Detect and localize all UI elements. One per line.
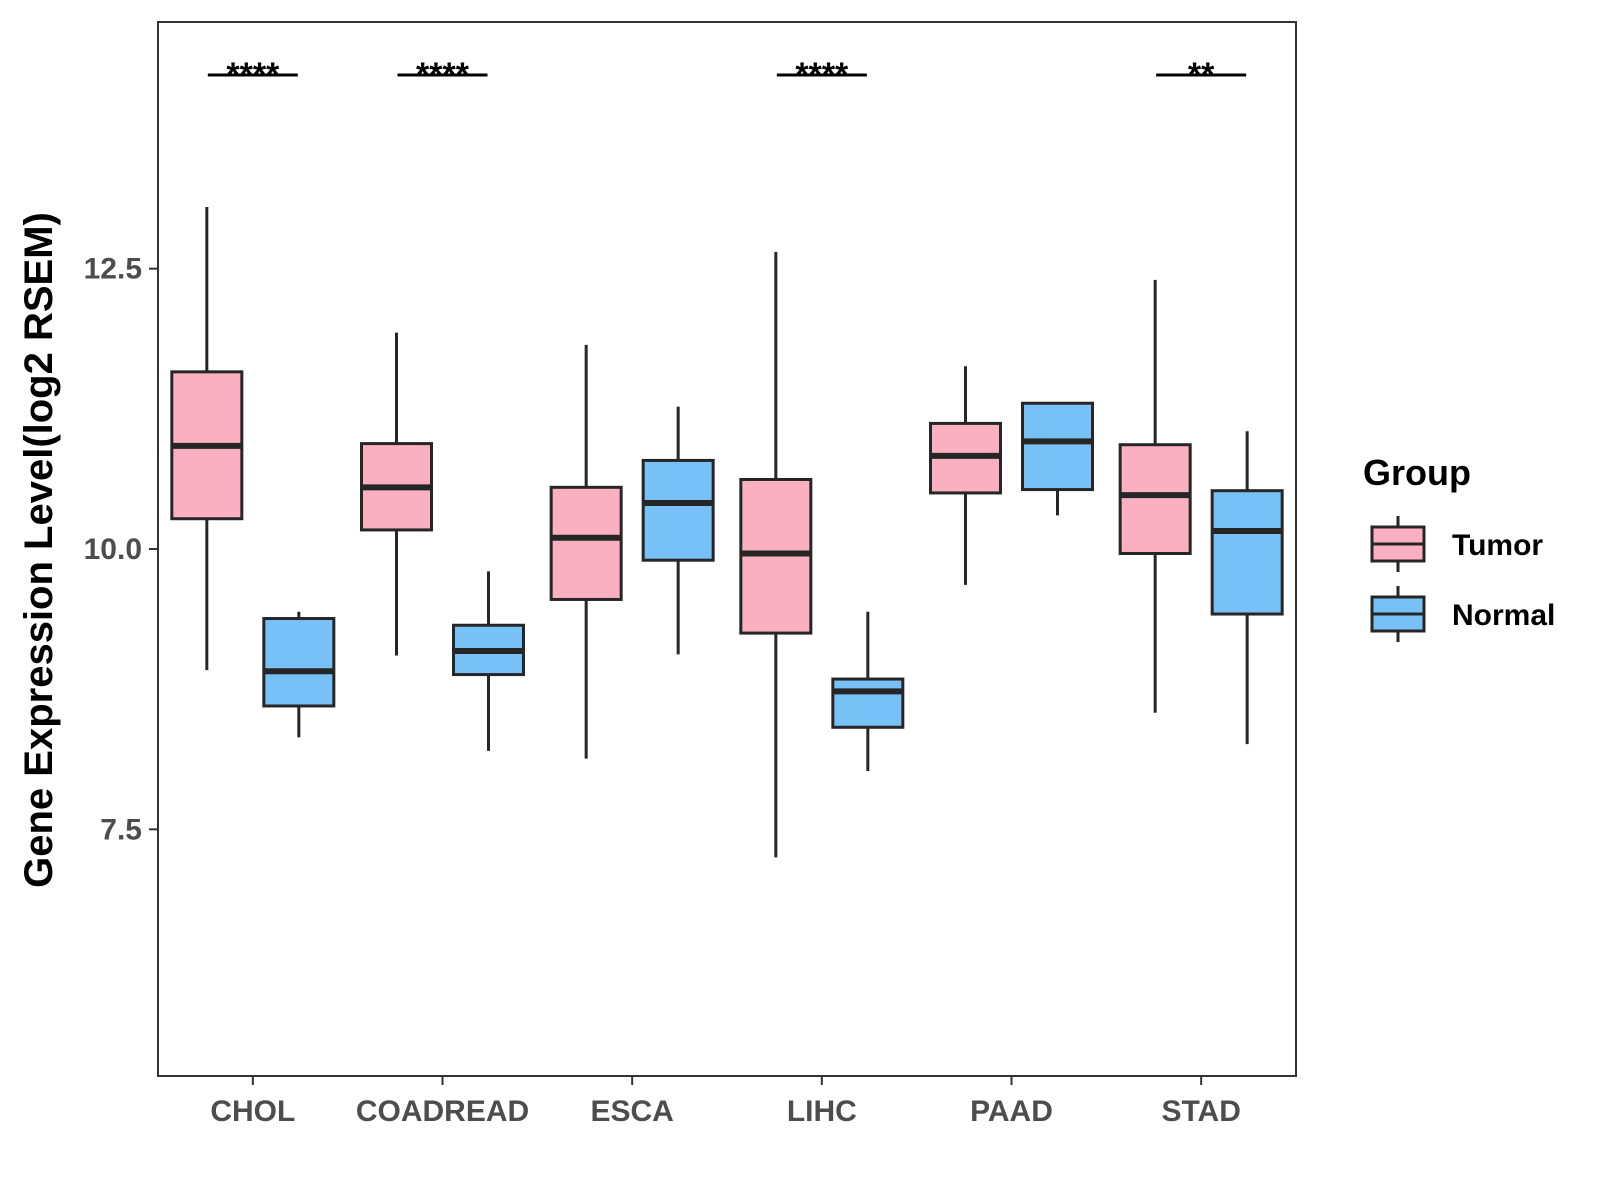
x-tick-label: STAD: [1161, 1095, 1240, 1128]
x-tick-label: PAAD: [970, 1095, 1053, 1128]
y-axis-title: Gene Expression Level(log2 RSEM): [17, 212, 61, 888]
tumor-stad-box: [1118, 443, 1192, 555]
series-normal: [262, 401, 1284, 772]
tumor-esca-box: [549, 485, 623, 601]
x-tick-label: CHOL: [210, 1095, 295, 1128]
normal-esca-box: [641, 458, 715, 562]
normal-stad-box: [1210, 489, 1284, 616]
x-axis: CHOL COADREAD ESCA LIHC PAAD STAD: [210, 1076, 1241, 1128]
y-axis: 7.5 10.0 12.5: [84, 253, 158, 846]
significance-annotations: **** **** **** **: [207, 56, 1247, 94]
normal-lihc-box: [831, 677, 905, 729]
normal-paad-box: [1021, 401, 1094, 492]
normal-chol-box: [262, 617, 336, 708]
significance-label-coadread: ****: [416, 56, 470, 94]
y-tick-label: 12.5: [84, 253, 142, 286]
y-tick-label: 10.0: [84, 533, 142, 566]
series-tumor: [170, 207, 1192, 858]
legend-label-normal: Normal: [1452, 599, 1555, 632]
x-tick-label: COADREAD: [356, 1095, 529, 1128]
x-tick-label: LIHC: [787, 1095, 857, 1128]
significance-label-chol: ****: [226, 56, 280, 94]
legend-label-tumor: Tumor: [1452, 529, 1543, 562]
plot-panel: [157, 21, 1297, 1077]
significance-label-stad: **: [1188, 56, 1215, 94]
y-tick-label: 7.5: [100, 813, 142, 846]
legend-title: Group: [1363, 452, 1471, 493]
chart-marks: [170, 207, 1284, 858]
x-tick-label: ESCA: [590, 1095, 673, 1128]
significance-label-lihc: ****: [795, 56, 849, 94]
legend: Group Tumor Normal: [1363, 452, 1555, 642]
